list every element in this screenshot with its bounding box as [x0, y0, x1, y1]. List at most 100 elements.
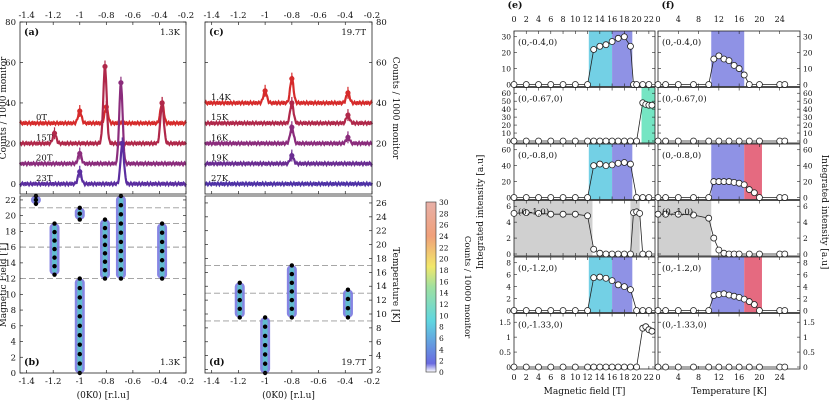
panel-frame	[19, 21, 187, 195]
data-point	[633, 81, 641, 88]
data-point	[510, 137, 518, 145]
y-tick-label: 4	[506, 283, 511, 292]
y-tick-label: 0	[506, 250, 511, 259]
data-point	[614, 250, 622, 258]
subpanel-frame	[513, 87, 656, 144]
x-tick-label: 22	[644, 15, 654, 24]
x-tick-label: -0.2	[178, 11, 194, 21]
colorbar-rect	[425, 201, 437, 373]
data-point	[690, 211, 697, 219]
series-line	[204, 151, 373, 168]
data-point	[571, 194, 579, 201]
series-label: 1.4K	[211, 93, 232, 103]
data-point	[510, 194, 518, 201]
x-tick-label: -0.2	[364, 377, 380, 387]
ridge-point	[77, 205, 82, 210]
x-tick-label: -1	[261, 11, 269, 21]
panel-annotation: 19.7T	[341, 28, 366, 38]
data-point	[627, 363, 634, 371]
ridge	[286, 263, 297, 320]
data-point	[627, 137, 634, 145]
x-tick-label: 18	[619, 15, 629, 24]
y-tick-label: 10	[501, 129, 511, 138]
data-point	[750, 301, 758, 308]
data-point	[662, 363, 670, 371]
ridge-point	[33, 197, 39, 203]
colorbar-tick-label: 16	[439, 277, 449, 286]
data-point	[740, 71, 748, 79]
colorbar-tick-label: 4	[439, 345, 444, 354]
series-label: 16K	[211, 133, 229, 143]
panel-title: (a)	[24, 27, 39, 38]
panel-frame	[204, 195, 373, 374]
data-point	[781, 137, 789, 145]
panel-title: (d)	[209, 357, 225, 368]
data-point	[633, 307, 641, 314]
data-point	[522, 194, 530, 201]
x-tick-label: -0.8	[284, 11, 300, 21]
y-axis-label-a: Counts / 1000 monitor	[0, 56, 9, 159]
x-tick-label: 16	[734, 15, 744, 24]
y-tick-label: 60	[501, 146, 511, 155]
y-tick-label: 22	[5, 196, 16, 206]
y-tick-label: 50	[501, 97, 511, 106]
panel-e: (e)0 2 4 6 8 10 12 14 16 18 20 220102030(0,-0.4,0)0…	[499, 0, 656, 397]
series-1.4K: 1.4K	[204, 72, 373, 107]
data-point	[535, 307, 542, 314]
data-point	[715, 363, 723, 371]
panel-frame	[204, 21, 373, 195]
ridge-point	[77, 361, 82, 366]
ridge-point	[237, 306, 242, 311]
ridge-point	[262, 324, 268, 329]
x-tick-label: 4	[676, 373, 681, 382]
data-point	[633, 363, 641, 371]
y-tick-label: 0	[803, 250, 808, 259]
y-tick-label: 30	[803, 113, 813, 122]
ridge-point	[118, 202, 124, 208]
ridge	[115, 193, 126, 281]
y-tick-label: 2	[11, 353, 16, 363]
subpanel-label: (0,-0.4,0)	[518, 37, 557, 48]
ridge-point	[237, 289, 242, 294]
ridge	[99, 217, 110, 281]
ridge-point	[77, 342, 82, 347]
x-tick-label: -0.4	[337, 11, 353, 21]
y-tick-label: 80	[376, 18, 387, 28]
subpanel-(0,-1.33,0): 0 0.5 1 1.5 (0,-1.33,0)	[654, 313, 815, 372]
y-tick-label: 14	[376, 282, 387, 292]
x-tick-label: 22	[644, 373, 654, 382]
x-axis-label: Magnetic field [T]	[544, 387, 626, 397]
data-point	[571, 137, 579, 145]
ridge-point	[289, 315, 295, 320]
y-tick-label: 10	[803, 129, 813, 138]
y-tick-label: 0	[803, 194, 808, 203]
subpanel-label: (0,-1.2,0)	[662, 263, 701, 274]
data-point	[781, 250, 789, 258]
data-point	[674, 137, 682, 145]
series-16K: 16K	[203, 121, 373, 147]
series-line	[19, 139, 187, 188]
data-point	[602, 137, 610, 145]
data-point	[590, 46, 598, 53]
data-point	[690, 363, 697, 371]
data-point	[654, 137, 662, 145]
data-point	[756, 363, 763, 371]
ridge	[342, 287, 353, 320]
ridge-point	[237, 280, 242, 285]
data-point	[745, 250, 753, 258]
x-tick-label: -1	[261, 377, 269, 387]
ridge-point	[52, 263, 57, 269]
y-tick-label: 10	[501, 65, 511, 74]
data-point	[590, 363, 598, 371]
ridge-point	[289, 271, 295, 277]
y-tick-label: 6	[506, 271, 511, 280]
data-point	[559, 307, 567, 314]
colorbar-tick-label: 8	[439, 323, 444, 332]
series-label: 23T	[36, 174, 53, 184]
data-point	[674, 194, 682, 201]
x-tick-label: 20	[754, 373, 764, 382]
ridge	[260, 315, 271, 376]
ridge-point	[159, 230, 165, 235]
y-tick-label: 40	[376, 99, 387, 109]
data-point	[690, 194, 697, 201]
